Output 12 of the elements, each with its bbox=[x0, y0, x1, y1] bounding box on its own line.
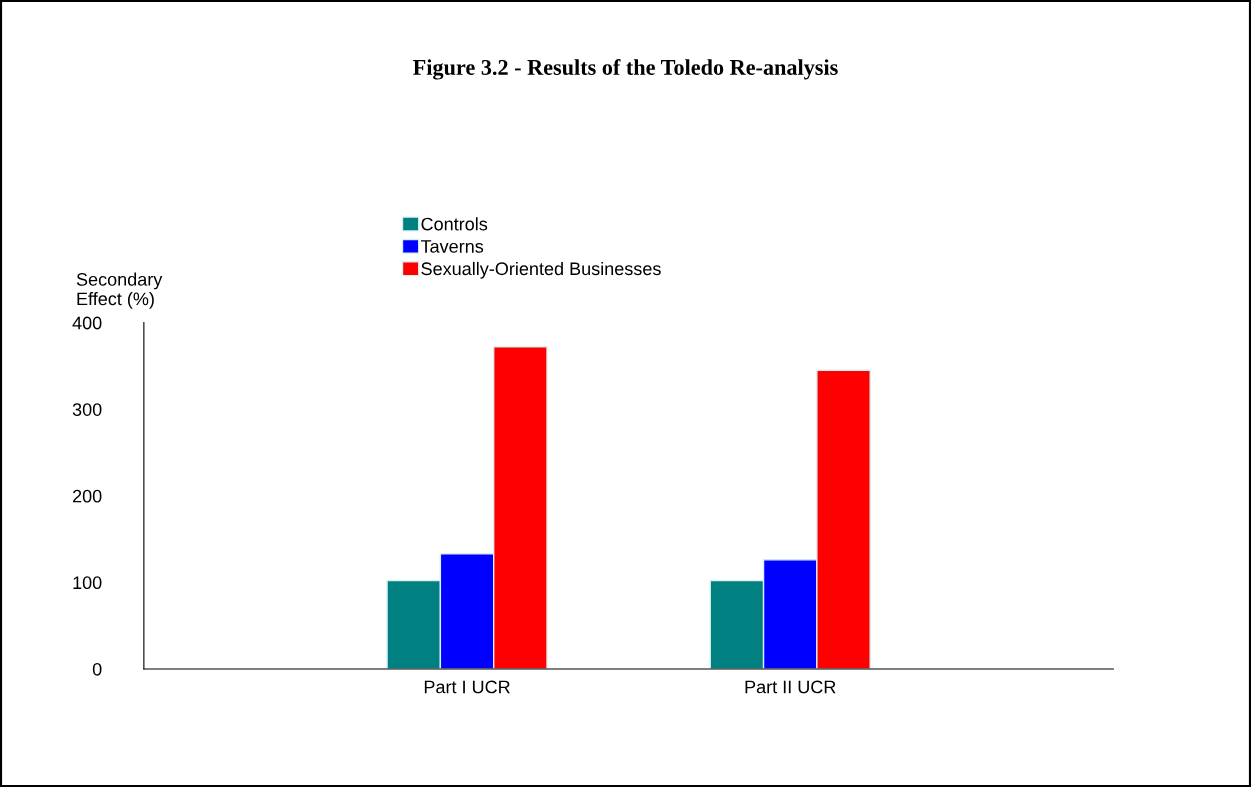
y-tick-label: 200 bbox=[72, 489, 102, 503]
y-axis-title: Secondary Effect (%) bbox=[76, 272, 163, 309]
legend-label: Sexually-Oriented Businesses bbox=[421, 261, 661, 279]
chart-title: Figure 3.2 - Results of the Toledo Re-analysis bbox=[413, 59, 838, 80]
legend-label: Controls bbox=[421, 217, 488, 231]
legend-label: Taverns bbox=[420, 240, 484, 253]
y-tick-label: 300 bbox=[72, 403, 102, 416]
y-tick-label: 100 bbox=[73, 576, 102, 590]
x-tick-label: Part II UCR bbox=[745, 680, 836, 694]
y-tick-label: 0 bbox=[92, 662, 102, 676]
x-tick-label: Part I UCR bbox=[424, 680, 510, 694]
y-tick-label: 400 bbox=[72, 316, 102, 330]
